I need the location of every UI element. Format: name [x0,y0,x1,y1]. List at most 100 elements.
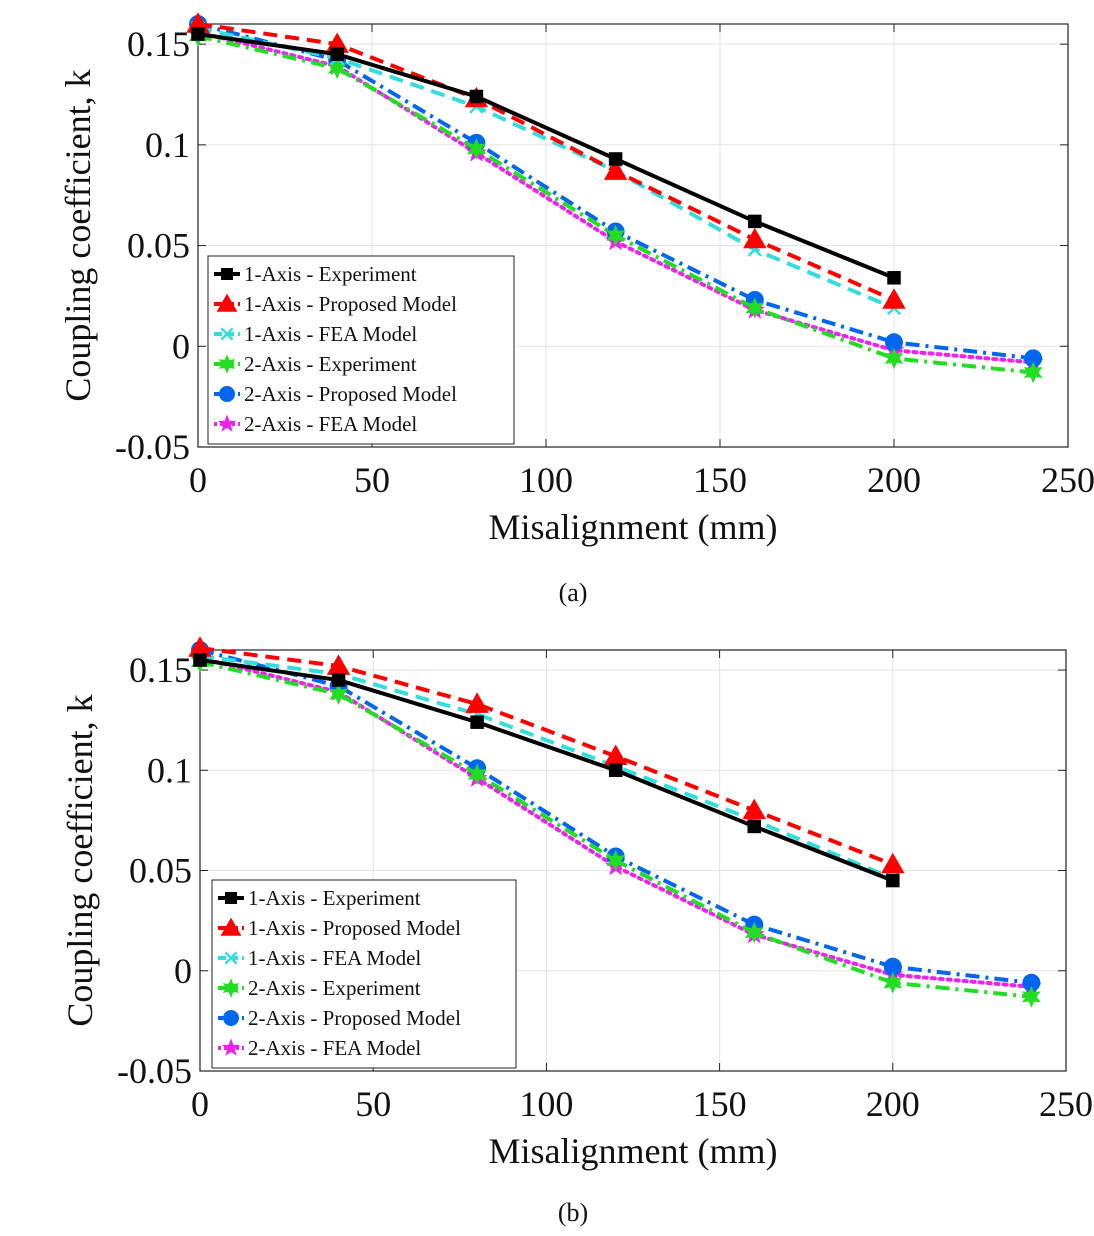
legend-item: 1-Axis - Proposed Model [218,916,461,940]
marker-star [218,354,236,374]
marker-star [606,224,625,247]
marker-triangle [465,692,489,713]
marker-triangle [881,852,905,874]
legend-label: 2-Axis - Proposed Model [244,382,457,406]
legend-item: 1-Axis - Experiment [218,886,421,910]
series-line [197,26,895,310]
x-tick-label: 200 [867,460,921,500]
marker-square [193,653,207,667]
legend-label: 1-Axis - Proposed Model [248,916,461,940]
marker-square [331,673,346,687]
marker-square [330,47,344,61]
marker-star [221,1038,241,1056]
series-group [186,12,1044,384]
marker-x [224,951,238,965]
marker-square [191,27,205,41]
marker-triangle [743,227,767,249]
marker-star [222,978,240,998]
marker-square [887,271,901,285]
marker-triangle [188,636,212,657]
marker-star [217,414,237,432]
x-tick-label: 250 [1041,460,1094,500]
marker-triangle [326,654,351,675]
y-tick-label: 0 [172,326,190,366]
legend-item: 2-Axis - FEA Model [214,412,417,436]
x-tick-label: 0 [191,1084,209,1124]
y-axis-label: Coupling coefficient, k [60,694,100,1026]
marker-circle [885,333,903,352]
series-0 [193,653,900,888]
x-tick-label: 50 [355,1084,391,1124]
axes-box [197,23,1069,448]
series-line [199,654,894,881]
marker-x [220,327,234,341]
legend: 1-Axis - Experiment 1-Axis - Proposed Mod… [207,255,515,445]
y-tick-label: -0.05 [117,1051,192,1091]
marker-square [221,268,233,280]
y-tick-label: 0.1 [145,125,190,165]
marker-circle [223,1010,239,1026]
legend-label: 2-Axis - Experiment [248,976,421,1000]
legend-item: 2-Axis - FEA Model [218,1036,421,1060]
x-tick-label: 250 [1039,1084,1093,1124]
legend-label: 2-Axis - FEA Model [244,412,417,436]
marker-star [884,347,904,370]
chart-a: 0 50 100 150 200 250-0.0500.050.10.15Misalign… [58,12,1094,607]
x-tick-label: 100 [519,1084,573,1124]
legend-item: 2-Axis - Proposed Model [214,382,457,406]
x-axis-label: Misalignment (mm) [489,1131,778,1171]
marker-star [327,57,347,80]
marker-star [467,763,487,786]
marker-star [744,921,764,944]
x-axis-label: Misalignment (mm) [489,507,778,547]
series-1 [188,636,905,874]
marker-star [1023,361,1043,384]
axes-box [199,649,1067,1072]
x-tick-label: 150 [693,1084,747,1124]
legend-item: 2-Axis - Experiment [218,976,421,1000]
marker-square [748,214,762,229]
y-axis-label: Coupling coefficient, k [58,69,98,401]
legend-label: 1-Axis - Experiment [248,886,421,910]
legend-label: 1-Axis - FEA Model [248,946,421,970]
y-tick-label: 0.05 [127,226,190,266]
series-0 [191,27,901,285]
marker-square [470,715,484,729]
legend-label: 1-Axis - FEA Model [244,322,417,346]
marker-square [608,763,623,778]
y-tick-label: 0.15 [127,24,190,64]
marker-circle [219,386,235,402]
marker-triangle [603,159,628,180]
legend-item: 1-Axis - Experiment [214,262,417,286]
legend: 1-Axis - Experiment 1-Axis - Proposed Mod… [211,879,517,1069]
marker-triangle [882,288,906,309]
x-tick-label: 50 [354,460,390,500]
marker-triangle [220,917,242,936]
legend-item: 1-Axis - FEA Model [218,946,421,970]
legend-item: 1-Axis - FEA Model [214,322,417,346]
series-line [197,22,895,302]
marker-square [608,152,623,166]
marker-square [747,819,761,834]
marker-square [225,892,237,904]
x-tick-label: 150 [693,460,747,500]
marker-square [469,89,484,104]
marker-star [1022,986,1041,1008]
panel-label: (b) [558,1198,588,1227]
marker-triangle [216,293,238,312]
y-tick-label: 0.05 [129,851,192,891]
marker-circle [1022,973,1041,992]
y-tick-label: 0.15 [129,650,192,690]
y-tick-label: 0 [174,951,192,991]
marker-circle [1024,349,1043,368]
series-group [188,636,1042,1008]
legend-item: 2-Axis - Experiment [214,352,417,376]
x-tick-label: 0 [189,460,207,500]
marker-star [329,683,348,705]
y-tick-label: -0.05 [115,427,190,467]
legend-item: 1-Axis - Proposed Model [214,292,457,316]
marker-triangle [742,798,766,820]
panel-label: (a) [559,578,588,607]
